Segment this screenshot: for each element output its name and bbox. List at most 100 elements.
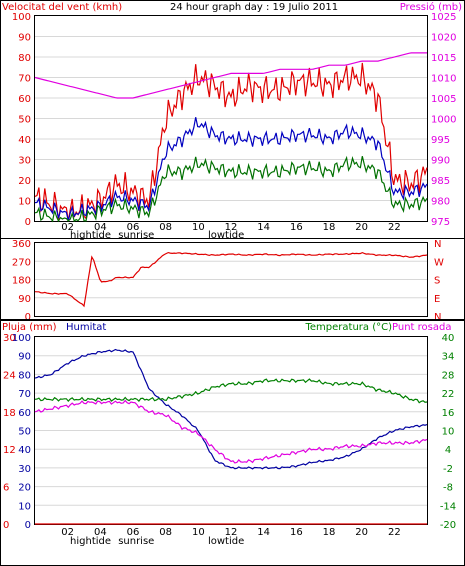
compass-tick-label: S <box>434 276 440 287</box>
pressure-tick-label: 975 <box>431 217 450 228</box>
wind-tick-label: 80 <box>18 53 31 64</box>
event-label: hightide <box>70 536 111 547</box>
pressure-tick-label: 1005 <box>431 94 456 105</box>
x-tick-label: 20 <box>355 527 368 538</box>
x-tick-label: 14 <box>257 527 270 538</box>
rain-tick-label: 12 <box>3 445 16 456</box>
wind-plot-area <box>34 15 428 222</box>
direction-series <box>34 251 428 308</box>
temperature-tick-label: 28 <box>442 370 455 381</box>
direction-tick-label: 90 <box>18 294 31 305</box>
event-label: sunrise <box>118 536 154 547</box>
wind-tick-label: 40 <box>18 135 31 146</box>
event-label: hightide <box>70 230 111 241</box>
direction-plot-area <box>34 242 428 317</box>
humidity-axis-title: Humitat <box>66 322 106 333</box>
x-tick-label: 02 <box>61 222 74 233</box>
rain-tick-label: 24 <box>3 370 16 381</box>
wind-x-ticks: 02 04 06 08 10 12 14 16 18 20 22 <box>61 222 400 233</box>
temp-event-labels: hightide sunrise lowtide <box>70 536 244 547</box>
direction-tick-label: 0 <box>25 312 31 323</box>
x-tick-label: 18 <box>323 222 336 233</box>
event-label: lowtide <box>208 536 244 547</box>
temperature-tick-label: 22 <box>442 389 455 400</box>
humidity-tick-label: 40 <box>18 445 31 456</box>
event-label: lowtide <box>208 230 244 241</box>
x-tick-label: 08 <box>159 527 172 538</box>
humidity-tick-label: 90 <box>18 352 31 363</box>
x-tick-label: 08 <box>159 222 172 233</box>
wind-tick-label: 90 <box>18 33 31 44</box>
x-tick-label: 22 <box>388 527 401 538</box>
x-tick-label: 20 <box>355 222 368 233</box>
humidity-tick-label: 0 <box>25 520 31 531</box>
temperature-tick-label: 10 <box>442 427 455 438</box>
rain-tick-label: 18 <box>3 408 16 419</box>
x-tick-label: 18 <box>323 527 336 538</box>
temperature-tick-label: -8 <box>443 483 453 494</box>
temperature-axis-ticks: 40 34 28 22 16 10 4 -2 -8 -14 -20 <box>440 333 456 531</box>
temperature-tick-label: 34 <box>442 352 455 363</box>
humidity-tick-label: 80 <box>18 370 31 381</box>
wind-tick-label: 10 <box>18 197 31 208</box>
direction-tick-label: 180 <box>12 276 31 287</box>
humidity-tick-label: 20 <box>18 483 31 494</box>
x-tick-label: 02 <box>61 527 74 538</box>
x-tick-label: 04 <box>94 222 107 233</box>
temperature-tick-label: 4 <box>445 445 451 456</box>
pressure-tick-label: 985 <box>431 176 450 187</box>
pressure-tick-label: 1025 <box>431 12 456 23</box>
x-tick-label: 10 <box>192 222 205 233</box>
x-tick-label: 16 <box>290 527 303 538</box>
temperature-tick-label: 16 <box>442 408 455 419</box>
wind-tick-label: 20 <box>18 176 31 187</box>
direction-tick-label: 270 <box>12 257 31 268</box>
temp-series <box>34 348 428 525</box>
pressure-axis-title: Pressió (mb) <box>400 1 462 13</box>
dewpoint-line <box>34 399 428 464</box>
x-tick-label: 10 <box>192 527 205 538</box>
humidity-line <box>34 348 428 470</box>
temperature-tick-label: 40 <box>442 333 455 344</box>
compass-tick-label: N <box>434 312 441 323</box>
x-tick-label: 16 <box>290 222 303 233</box>
compass-tick-label: N <box>434 239 441 250</box>
wind-tick-label: 60 <box>18 94 31 105</box>
event-label: sunrise <box>118 230 154 241</box>
compass-tick-label: W <box>434 257 444 268</box>
pressure-tick-label: 1020 <box>431 33 456 44</box>
humidity-tick-label: 30 <box>18 464 31 475</box>
rain-axis-ticks: 30 24 18 12 6 0 <box>3 333 16 531</box>
x-tick-label: 12 <box>225 222 238 233</box>
rain-tick-label: 6 <box>3 483 9 494</box>
pressure-tick-label: 995 <box>431 135 450 146</box>
x-tick-label: 12 <box>225 527 238 538</box>
humidity-tick-label: 100 <box>12 333 31 344</box>
direction-tick-label: 360 <box>12 239 31 250</box>
wind-tick-label: 30 <box>18 156 31 167</box>
rain-tick-label: 0 <box>3 520 9 531</box>
humidity-tick-label: 60 <box>18 408 31 419</box>
wind-gust-line <box>34 62 428 222</box>
wind-series <box>34 52 428 223</box>
humidity-tick-label: 70 <box>18 389 31 400</box>
temperature-line <box>34 378 428 404</box>
x-tick-label: 06 <box>127 527 140 538</box>
wind-tick-label: 50 <box>18 115 31 126</box>
pressure-tick-label: 1010 <box>431 74 456 85</box>
pressure-tick-label: 1000 <box>431 115 456 126</box>
temperature-axis-title: Temperatura (°C) <box>304 322 392 333</box>
humidity-tick-label: 50 <box>18 427 31 438</box>
temperature-tick-label: -14 <box>440 501 456 512</box>
pressure-tick-label: 980 <box>431 197 450 208</box>
chart-title: 24 hour graph day : 19 Julio 2011 <box>170 2 338 13</box>
wind-axis-title: Velocitat del vent (kmh) <box>2 2 122 13</box>
pressure-line <box>34 52 427 99</box>
rain-axis-title: Pluja (mm) <box>2 322 57 333</box>
rain-tick-label: 30 <box>3 333 16 344</box>
